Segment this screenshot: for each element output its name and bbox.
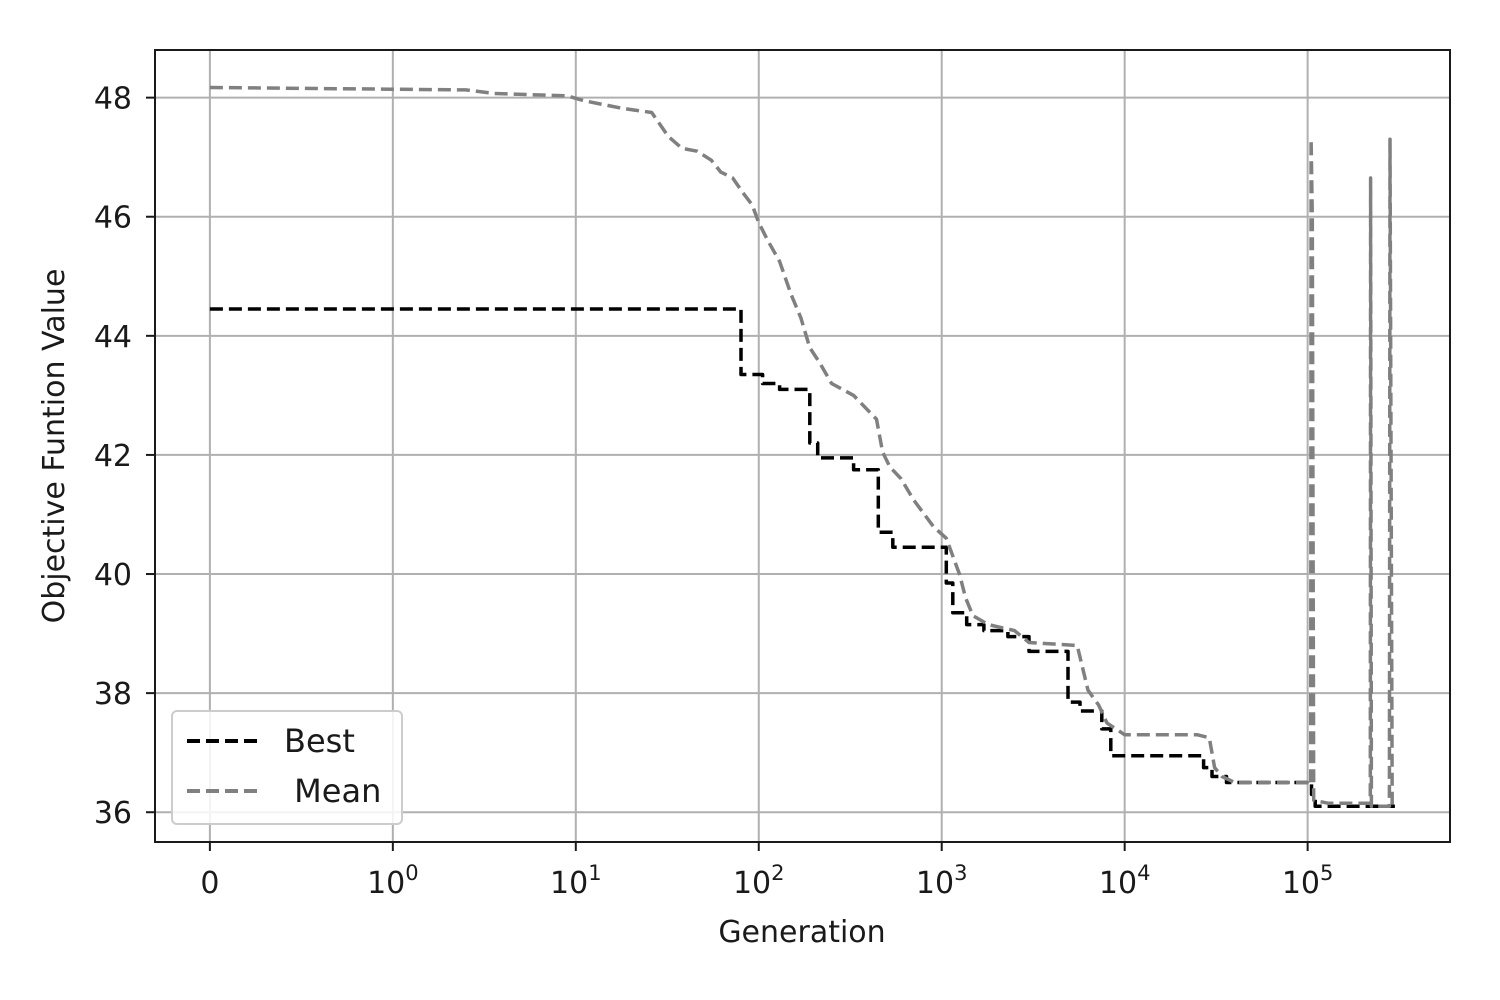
y-axis: 36 38 40 42 44 46 48 [94,82,155,831]
y-tick-label: 36 [94,796,132,831]
x-tick-label: 105 [1282,861,1334,901]
legend-label-mean: Mean [284,772,381,810]
x-tick-exponent: 3 [954,861,967,885]
y-tick-label: 44 [94,320,132,355]
y-tick-label: 40 [94,558,132,593]
plot-frame [154,49,1451,843]
x-tick-base: 10 [733,866,771,901]
x-axis: 0 100 101 102 103 104 105 [200,842,1333,901]
x-tick-label: 102 [733,861,785,901]
y-tick-label: 42 [94,439,132,474]
y-tick-label: 38 [94,677,132,712]
x-tick-base: 0 [200,866,219,901]
x-tick-exponent: 2 [771,861,784,885]
x-axis-label: Generation [718,915,885,950]
x-tick-base: 10 [1282,866,1320,901]
x-tick-base: 10 [916,866,954,901]
x-tick-exponent: 4 [1137,861,1150,885]
x-tick-label: 103 [916,861,968,901]
legend: Best Mean [171,710,403,825]
x-tick-exponent: 0 [405,861,418,885]
x-tick-base: 10 [1099,866,1137,901]
x-tick-exponent: 5 [1320,861,1333,885]
series-line-mean [209,85,1394,809]
y-tick-label: 46 [94,201,132,236]
x-tick-base: 10 [367,866,405,901]
legend-label-best: Best [284,722,355,760]
x-tick-exponent: 1 [588,861,601,885]
x-tick-label: 104 [1099,861,1151,901]
series-line-best [209,307,1395,809]
x-tick-label: 0 [200,866,219,901]
x-tick-base: 10 [550,866,588,901]
y-tick-label: 48 [94,82,132,117]
x-tick-label: 100 [367,861,419,901]
y-axis-label: Objective Funtion Value [37,269,72,624]
series-layer [209,85,1395,809]
grid [155,50,1450,842]
x-tick-label: 101 [550,861,602,901]
